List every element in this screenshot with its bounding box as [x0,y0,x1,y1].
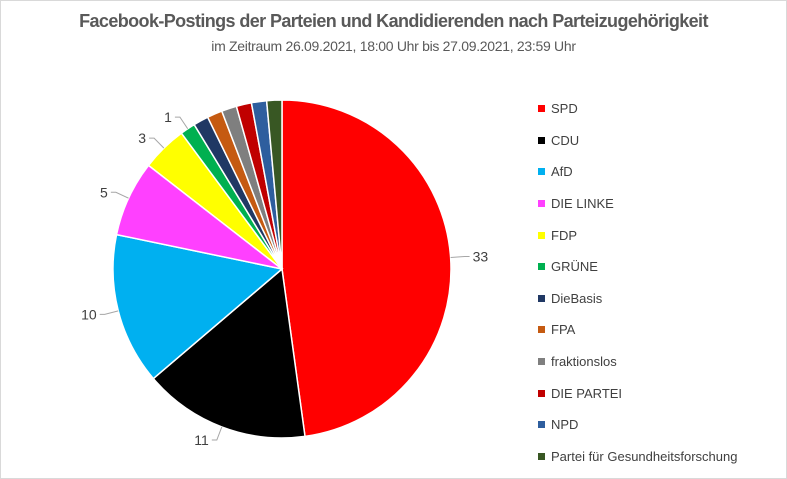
legend-label: Partei für Gesundheitsforschung [551,448,738,464]
legend-swatch [538,263,545,271]
legend-swatch [538,136,545,144]
data-label-fdp: 3 [138,130,146,146]
pie-slice-afd [112,233,284,380]
legend-item-spd: SPD [538,93,737,125]
legend-item-cdu: CDU [538,125,737,157]
legend-swatch [538,389,545,397]
legend-label: GRÜNE [551,259,598,275]
legend-swatch [538,452,545,460]
leader-line-fdp [149,137,165,149]
data-label-die-linke: 5 [100,184,108,200]
leader-line-afd [99,310,119,315]
pie-slice-partei-für-gesundheitsforschung [265,99,283,270]
legend-label: DIE LINKE [551,196,614,212]
leader-line-cdu [211,426,223,441]
legend-swatch [538,421,545,429]
pie-slice-cdu [152,267,306,439]
legend-swatch [538,105,545,113]
legend-label: SPD [551,101,578,117]
data-label-afd: 10 [81,306,97,322]
legend-label: NPD [551,417,579,433]
legend-item-partei-für-gesundheitsforschung: Partei für Gesundheitsforschung [538,441,737,473]
legend-item-die-linke: DIE LINKE [538,188,737,220]
legend-item-grüne: GRÜNE [538,251,737,283]
legend: SPD CDU AfD DIE LINKE FDP GRÜNE DieBasis FPA fra… [538,93,737,472]
leader-line-die-linke [110,191,129,199]
legend-item-fdp: FDP [538,219,737,251]
legend-label: AfD [551,164,573,180]
legend-item-afd: AfD [538,156,737,188]
legend-swatch [538,358,545,366]
legend-swatch [538,200,545,208]
leader-line-grüne [174,116,189,130]
legend-item-fraktionslos: fraktionslos [538,346,737,378]
legend-item-diebasis: DieBasis [538,283,737,315]
legend-swatch [538,231,545,239]
legend-swatch [538,168,545,176]
legend-label: FDP [551,227,577,243]
legend-item-fpa: FPA [538,314,737,346]
legend-label: DIE PARTEI [551,385,623,401]
pie-slice-spd [281,99,452,438]
legend-swatch [538,294,545,302]
data-label-spd: 33 [473,249,489,265]
chart-subtitle: im Zeitraum 26.09.2021, 18:00 Uhr bis 27… [211,38,576,54]
legend-swatch [538,326,545,334]
leader-line-spd [450,256,470,258]
chart-title: Facebook-Postings der Parteien und Kandi… [79,11,708,31]
legend-label: FPA [551,322,576,338]
data-label-grüne: 1 [164,109,172,125]
legend-item-npd: NPD [538,409,737,441]
legend-label: DieBasis [551,290,603,306]
legend-item-die-partei: DIE PARTEI [538,377,737,409]
data-label-cdu: 11 [194,432,209,448]
legend-label: fraktionslos [551,354,617,370]
legend-label: CDU [551,132,580,148]
